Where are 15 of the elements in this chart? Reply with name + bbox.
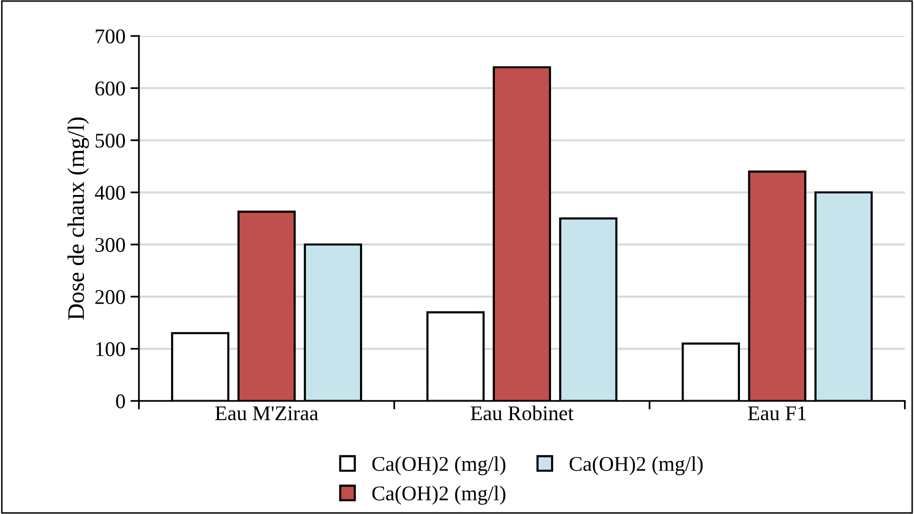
y-tick-label: 400 [94,186,125,200]
y-tick-label: 200 [95,290,125,304]
y-tick-label: 0 [116,394,125,408]
y-tick-label: 700 [96,29,125,44]
legend-label: Ca(OH)2 (mg/l) [570,456,703,476]
x-tick-label: Eau F1 [748,406,806,420]
x-tick-label: Eau Robinet [470,406,574,420]
y-tick-label: 500 [96,134,125,148]
y-tick-label: 100 [96,342,125,356]
legend-label: Ca(OH)2 (mg/l) [372,456,506,476]
x-tick-label: Eau M'Ziraa [215,406,318,420]
y-axis-title: Dose de chaux (mg/l) [67,118,89,320]
legend-label: Ca(OH)2 (mg/l) [372,486,506,505]
y-tick-label: 300 [95,238,125,252]
y-tick-label: 600 [95,81,125,96]
